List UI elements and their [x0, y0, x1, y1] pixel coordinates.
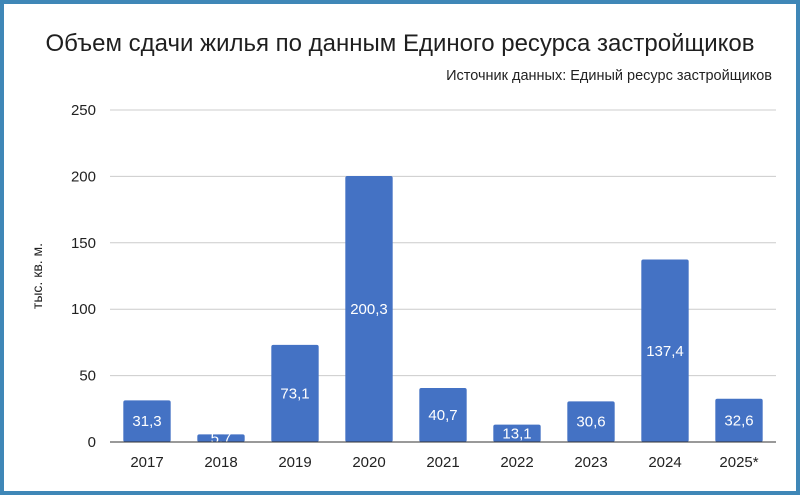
bar	[493, 424, 541, 442]
y-tick-label: 0	[88, 434, 96, 451]
bar-data-label: 200,3	[350, 301, 388, 318]
bar	[123, 400, 171, 442]
x-tick-label: 2022	[500, 454, 533, 471]
bar-data-label: 32,6	[724, 412, 753, 429]
bar-data-label: 73,1	[280, 385, 309, 402]
bar-data-labels: 31,3 5,7 73,1 200,3 40,7 13,1 30,6 137,4 32,6	[132, 301, 753, 447]
x-tick-label: 2018	[204, 454, 237, 471]
bars	[123, 176, 763, 443]
x-tick-label: 2019	[278, 454, 311, 471]
y-tick-label: 150	[71, 235, 96, 252]
bar	[567, 401, 615, 442]
bar-data-label: 40,7	[428, 407, 457, 424]
x-tick-label: 2024	[648, 454, 681, 471]
y-tick-label: 50	[79, 368, 96, 385]
x-tick-label: 2023	[574, 454, 607, 471]
y-tick-label: 200	[71, 168, 96, 185]
x-tick-label: 2025*	[719, 454, 758, 471]
x-tick-label: 2020	[352, 454, 385, 471]
bar	[271, 344, 319, 442]
y-axis-label: тыс. кв. м.	[29, 243, 45, 309]
x-axis-ticks: 2017 2018 2019 2020 2021 2022 2023 2024 2025*	[130, 454, 758, 471]
chart-subtitle: Источник данных: Единый ресурс застройщи…	[446, 68, 772, 84]
y-tick-label: 100	[71, 301, 96, 318]
bar-data-label: 5,7	[211, 430, 232, 447]
bar	[715, 398, 763, 442]
y-axis-ticks: 0 50 100 150 200 250	[71, 102, 96, 451]
bar-data-label: 31,3	[132, 413, 161, 430]
bar	[345, 176, 393, 443]
bar	[197, 434, 245, 442]
bar-data-label: 137,4	[646, 343, 684, 360]
bar	[419, 387, 467, 442]
bar-data-label: 30,6	[576, 414, 605, 431]
bar-data-label: 13,1	[502, 425, 531, 442]
chart-title: Объем сдачи жилья по данным Единого ресу…	[45, 30, 755, 57]
bar	[641, 259, 689, 442]
x-tick-label: 2021	[426, 454, 459, 471]
y-tick-label: 250	[71, 102, 96, 119]
x-tick-label: 2017	[130, 454, 163, 471]
